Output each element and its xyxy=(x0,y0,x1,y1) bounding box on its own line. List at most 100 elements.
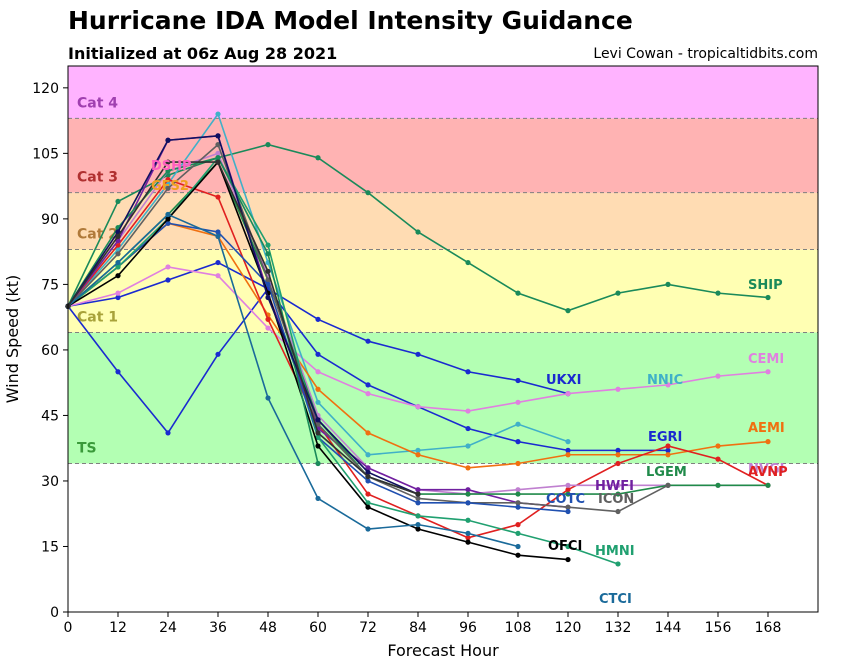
data-point-aemi xyxy=(665,452,671,458)
chart-title: Hurricane IDA Model Intensity Guidance xyxy=(68,6,633,35)
data-point-ship xyxy=(415,229,421,235)
data-point-emxi xyxy=(165,159,171,165)
band-cat-2 xyxy=(68,192,818,250)
chart-subtitle: Initialized at 06z Aug 28 2021 xyxy=(68,44,338,63)
band-label-cat-3: Cat 3 xyxy=(77,170,118,186)
x-tick-label: 132 xyxy=(605,620,632,636)
data-point-egri xyxy=(665,447,671,453)
data-point-ukxi xyxy=(165,277,171,283)
data-point-avnp xyxy=(515,522,521,528)
data-point-cotc xyxy=(465,500,471,506)
data-point-cemi xyxy=(215,273,221,279)
x-tick-label: 96 xyxy=(459,620,477,636)
data-point-lgem xyxy=(715,482,721,488)
data-point-ctci xyxy=(165,211,171,218)
data-point-icon xyxy=(215,142,221,148)
series-label-ship: SHIP xyxy=(748,278,783,293)
data-point-hwfi xyxy=(415,487,421,493)
data-point-hmni xyxy=(265,242,271,248)
data-point-cemi xyxy=(615,386,621,392)
data-point-lgem xyxy=(565,491,571,497)
data-point-hmni xyxy=(315,434,321,440)
series-label-hwfi: HWFI xyxy=(595,479,634,494)
band-label-cat-2: Cat 2 xyxy=(77,226,118,242)
data-point-aemi xyxy=(715,443,721,449)
data-point-ctci xyxy=(215,233,221,239)
x-tick-label: 156 xyxy=(705,620,732,636)
x-tick-label: 144 xyxy=(655,620,682,636)
data-point-cemi xyxy=(765,369,771,375)
data-point-ofci xyxy=(515,552,521,558)
data-point-ukxi xyxy=(465,369,471,375)
x-tick-label: 108 xyxy=(505,620,532,636)
data-point-gfs2 xyxy=(165,137,171,143)
data-point-egri xyxy=(565,447,571,453)
data-point-cemi xyxy=(465,408,471,414)
data-point-ctci xyxy=(115,259,121,266)
data-point-ship xyxy=(115,198,121,205)
data-point-egri xyxy=(165,430,171,436)
data-point-gfs2 xyxy=(265,294,271,301)
data-point-avnp xyxy=(115,242,121,248)
x-tick-label: 120 xyxy=(555,620,582,636)
data-point-ship xyxy=(565,308,571,314)
data-point-lgem xyxy=(515,491,521,497)
data-point-gfs2 xyxy=(215,133,221,139)
data-point-hmni xyxy=(465,517,471,523)
data-point-aemi xyxy=(465,465,471,471)
series-label-cotc: COTC xyxy=(546,492,585,507)
data-point-cotc xyxy=(215,229,221,235)
series-line-dshp xyxy=(67,156,319,464)
x-tick-label: 60 xyxy=(309,620,327,636)
data-point-ship xyxy=(715,290,721,296)
band-label-ts: TS xyxy=(77,440,97,456)
data-point-cemi xyxy=(265,325,271,331)
data-point-lgem xyxy=(615,491,621,497)
data-point-cemi xyxy=(715,373,721,379)
data-point-icon xyxy=(415,495,421,502)
data-point-ctci xyxy=(415,522,421,528)
data-point-egri xyxy=(465,425,471,432)
data-point-ship xyxy=(265,142,271,148)
data-point-ctci xyxy=(515,543,521,550)
data-point-emxi xyxy=(115,233,121,239)
data-point-cotc xyxy=(415,500,421,506)
data-point-ukxi xyxy=(315,316,321,322)
data-point-aemi xyxy=(615,452,621,458)
data-point-ctci xyxy=(465,530,471,536)
data-point-nnic xyxy=(415,447,421,453)
series-label-egri: EGRI xyxy=(648,430,682,445)
data-point-egri xyxy=(515,439,521,445)
data-point-hmni xyxy=(415,513,421,519)
chart-credit: Levi Cowan - tropicaltidbits.com xyxy=(593,46,818,62)
data-point-emxi xyxy=(265,268,271,274)
data-point-nnic xyxy=(465,443,471,449)
data-point-ukxi xyxy=(515,377,521,384)
data-point-avnp xyxy=(165,176,171,183)
data-point-ofci xyxy=(465,539,471,545)
data-point-aemi xyxy=(515,460,521,467)
x-tick-label: 48 xyxy=(259,620,277,636)
data-point-ukxi xyxy=(365,338,371,344)
data-point-ofci xyxy=(415,526,421,532)
data-point-ctci xyxy=(265,395,271,401)
series-label-dshp: DSHP xyxy=(151,159,192,174)
series-label-avnp: AVNP xyxy=(748,465,788,480)
y-tick-label: 45 xyxy=(41,408,59,424)
series-label-gfs2: GFS2 xyxy=(151,179,189,194)
data-point-icon xyxy=(265,277,271,283)
data-point-icon xyxy=(115,251,121,257)
data-point-hwfi xyxy=(465,487,471,493)
series-label-icon: ICON xyxy=(598,492,634,507)
y-tick-label: 60 xyxy=(41,343,59,359)
data-point-nnic xyxy=(515,421,521,427)
data-point-egri xyxy=(615,447,621,453)
band-cat-4 xyxy=(68,66,818,119)
data-point-nvgi xyxy=(215,150,221,156)
data-point-gfs2 xyxy=(315,417,321,423)
series-line-hmni xyxy=(67,156,619,565)
data-point-avnp xyxy=(215,194,221,200)
data-point-avnp xyxy=(665,443,671,449)
data-point-avnp xyxy=(615,460,621,467)
